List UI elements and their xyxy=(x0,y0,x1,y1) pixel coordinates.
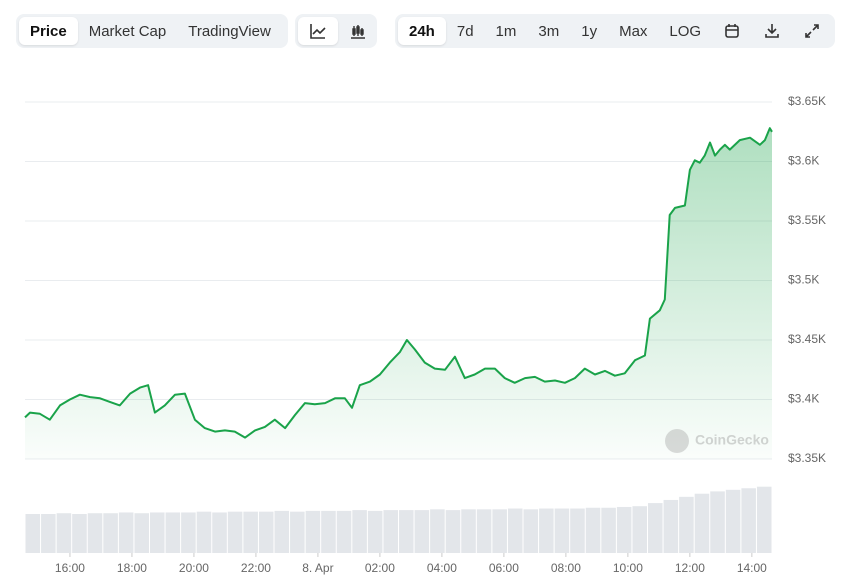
volume-bar xyxy=(507,508,523,553)
watermark-text: CoinGecko xyxy=(695,432,769,448)
volume-bar xyxy=(305,510,321,553)
volume-bar xyxy=(150,512,165,553)
x-tick-label: 10:00 xyxy=(613,561,643,575)
range[interactable]: 1y xyxy=(581,22,598,40)
volume-bar xyxy=(523,509,539,553)
volume-bar xyxy=(616,506,632,553)
x-tick-label: 22:00 xyxy=(241,561,271,575)
volume-bar xyxy=(430,509,445,553)
expand-icon[interactable] xyxy=(792,17,832,45)
volume-bar xyxy=(710,491,725,553)
volume-bar xyxy=(56,513,72,553)
volume-bar xyxy=(725,489,741,553)
tab[interactable]: Market Cap xyxy=(88,22,167,40)
volume-bar xyxy=(570,508,585,553)
volume-bar xyxy=(321,510,336,553)
volume-bar xyxy=(383,510,398,553)
x-tick-label: 8. Apr xyxy=(302,561,333,575)
volume-bar xyxy=(196,511,212,553)
range[interactable]: 7d xyxy=(456,22,474,40)
volume-bar xyxy=(41,514,56,553)
x-tick-label: 04:00 xyxy=(427,561,457,575)
volume-bar xyxy=(492,509,507,553)
volume-bar xyxy=(290,511,305,553)
range[interactable]: 1m xyxy=(495,22,517,40)
volume-bar xyxy=(679,496,694,553)
y-tick-label: $3.55K xyxy=(788,213,826,227)
x-tick-label: 14:00 xyxy=(737,561,767,575)
tab[interactable]: Price xyxy=(19,17,78,45)
tab[interactable]: TradingView xyxy=(188,22,271,40)
volume-bar xyxy=(243,511,258,553)
x-tick-label: 06:00 xyxy=(489,561,519,575)
area xyxy=(25,128,772,459)
volume-bar xyxy=(258,511,274,553)
volume-bar xyxy=(165,512,181,553)
volume-bar xyxy=(212,512,227,553)
volume-bar xyxy=(399,510,414,553)
log[interactable]: LOG xyxy=(669,22,702,40)
range[interactable]: Max xyxy=(619,22,648,40)
view-tabs: Price Market Cap TradingView xyxy=(16,14,288,48)
range[interactable]: 24h xyxy=(398,17,446,45)
volume-bar xyxy=(539,508,554,553)
volume-bar xyxy=(476,509,492,553)
volume-bar xyxy=(352,510,367,553)
volume-bar xyxy=(663,499,679,553)
x-tick-label: 18:00 xyxy=(117,561,147,575)
volume-bar xyxy=(694,493,710,553)
line xyxy=(24,127,773,439)
volume-bar xyxy=(756,486,772,553)
x-tick-label: 16:00 xyxy=(55,561,85,575)
download-icon[interactable] xyxy=(752,17,792,45)
candle-icon[interactable] xyxy=(338,17,378,45)
volume-bar xyxy=(585,507,601,553)
range[interactable]: 3m xyxy=(538,22,560,40)
volume-bar xyxy=(461,509,476,553)
x-tick-label: 08:00 xyxy=(551,561,581,575)
volume-bar xyxy=(181,512,196,553)
volume-bar xyxy=(632,506,647,553)
volume-bar xyxy=(227,511,243,553)
y-tick-label: $3.65K xyxy=(788,94,826,108)
y-tick-label: $3.35K xyxy=(788,451,826,465)
calendar-icon[interactable] xyxy=(712,17,752,45)
x-tick-label: 20:00 xyxy=(179,561,209,575)
y-tick-label: $3.6K xyxy=(788,154,819,168)
x-tick-label: 12:00 xyxy=(675,561,705,575)
volume-bar xyxy=(274,510,290,553)
line-icon[interactable] xyxy=(298,17,338,45)
y-tick-label: $3.5K xyxy=(788,273,819,287)
range-tabs: 24h 7d 1m 3m 1y Max LOG xyxy=(395,14,835,48)
volume-bar xyxy=(336,510,352,553)
volume-bar xyxy=(367,510,383,553)
volume-bar xyxy=(414,510,430,553)
volume-bar xyxy=(554,508,570,553)
volume-bar xyxy=(87,513,103,553)
volume-bar xyxy=(118,512,134,553)
volume-bar xyxy=(25,514,41,553)
chart-style xyxy=(295,14,377,48)
y-tick-label: $3.45K xyxy=(788,332,826,346)
x-tick-label: 02:00 xyxy=(365,561,395,575)
volume-bar xyxy=(741,488,756,553)
y-tick-label: $3.4K xyxy=(788,392,819,406)
volume-bar xyxy=(134,513,149,553)
volume-bar xyxy=(72,514,87,553)
volume-bar xyxy=(648,503,663,553)
volume-bar xyxy=(445,510,461,553)
volume-bar xyxy=(103,513,118,553)
volume-bar xyxy=(601,507,616,553)
watermark: CoinGecko xyxy=(665,429,769,453)
